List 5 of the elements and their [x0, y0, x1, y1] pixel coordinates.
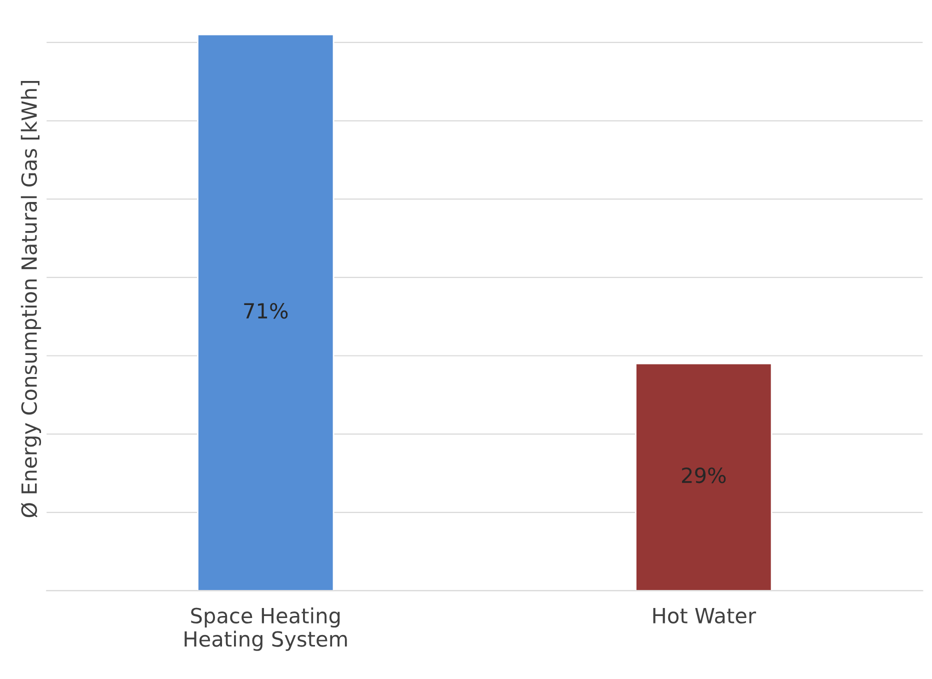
x-tick-label: Space Heating Heating System	[184, 607, 347, 651]
x-tick-label: Hot Water	[653, 608, 756, 624]
data-label: 71%	[244, 302, 288, 319]
data-label: 29%	[682, 467, 726, 484]
y-axis-title: Ø Energy Consumption Natural Gas [kWh]	[20, 80, 42, 518]
